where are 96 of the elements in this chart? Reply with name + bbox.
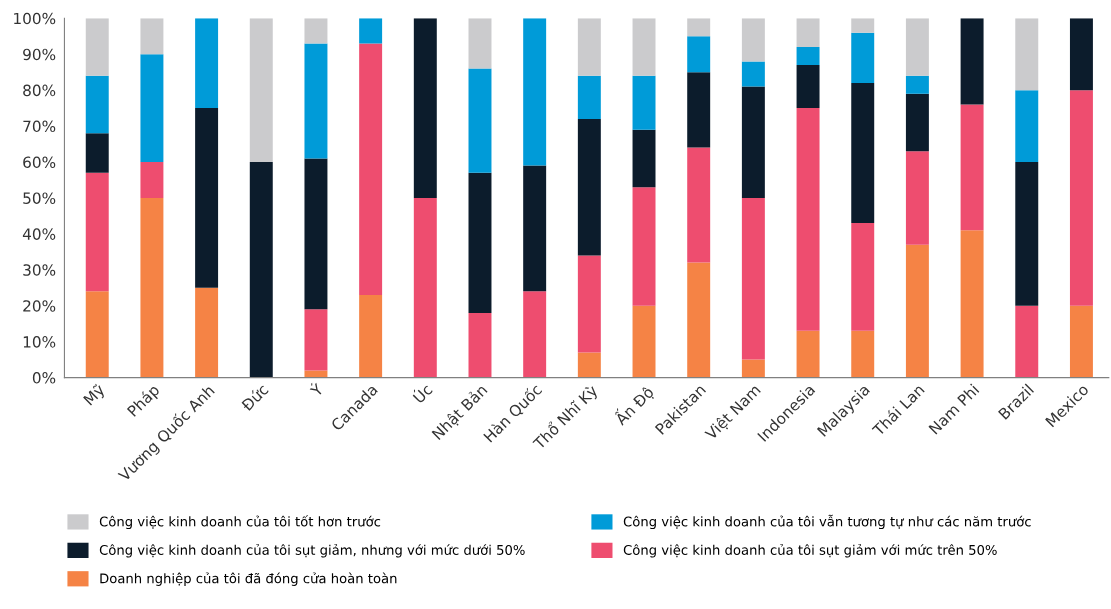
bar [905,93,929,152]
bar [687,147,711,263]
bar [796,18,820,48]
bar [468,68,492,173]
bar [1015,90,1039,162]
y-tick-label: 80% [23,84,56,97]
bar [85,133,109,173]
bar [960,230,984,378]
bar [85,172,109,292]
bar [796,330,820,378]
bar [1069,18,1093,91]
legend-label: Công việc kinh doanh của tôi vẫn tương tự như các năm trước [623,514,1031,530]
bar [741,61,765,87]
bar [468,312,492,378]
bar [632,75,656,130]
x-tick-label: Ý [307,380,325,398]
bar [140,54,164,162]
x-tick-label: Mỹ [82,382,108,408]
bar [85,18,109,76]
bar [1069,90,1093,306]
bar [413,197,437,378]
bar [687,262,711,378]
bar [304,309,328,371]
bar [796,108,820,331]
bar [796,64,820,109]
y-tick-label: 100% [14,12,56,25]
bar [140,161,164,198]
bar [741,18,765,62]
legend-label: Công việc kinh doanh của tôi sụt giảm, nhưng với mức dưới 50% [99,544,525,558]
bar [741,359,765,378]
bar [1015,18,1039,91]
bar [85,291,109,378]
bar [687,72,711,148]
bar [359,43,383,295]
bar [577,255,601,353]
bar [195,287,219,378]
y-tick-label: 50% [23,192,56,204]
bar [523,18,547,166]
bar [1015,161,1039,306]
bar [195,18,219,109]
y-tick-label: 30% [23,264,56,276]
y-tick-label: 60% [23,156,56,169]
x-tick-label: Đức [239,382,269,412]
legend-label: Công việc kinh doanh của tôi tốt hơn trước [99,515,381,530]
bar [359,18,383,44]
bar [851,18,875,33]
bar [960,18,984,105]
bar [960,104,984,231]
bar [523,165,547,292]
bar [140,197,164,378]
y-tick-label: 0% [32,372,56,384]
bar [632,187,656,306]
bar [632,129,656,188]
bar [851,330,875,378]
bar [796,47,820,65]
bar [687,18,711,37]
y-tick-label: 90% [23,48,56,61]
x-tick-label: Úc [410,381,433,404]
bar [140,18,164,55]
bar [304,158,328,310]
bar [523,291,547,378]
bar [468,18,492,69]
y-tick-label: 10% [23,336,56,348]
bar [687,36,711,73]
y-tick-label: 70% [23,120,56,133]
bar [577,75,601,119]
y-tick-label: 40% [22,228,56,240]
bar [905,18,929,76]
bar [905,151,929,245]
bar [741,197,765,360]
bar [304,43,328,159]
bar [304,18,328,44]
legend-label: Công việc kinh doanh của tôi sụt giảm với mức trên 50% [623,544,997,558]
bar [851,32,875,83]
bar [304,370,328,378]
bar [851,223,875,331]
bar [249,161,273,378]
bar [1069,305,1093,378]
bar [195,108,219,288]
bar [1015,305,1039,378]
legend-label: Doanh nghiệp của tôi đã đóng cửa hoàn toàn [100,572,397,586]
bar [577,352,601,378]
bar [249,18,273,162]
bar [577,18,601,76]
bar [741,86,765,198]
bar [468,172,492,313]
bar [359,294,383,378]
bar [632,18,656,76]
bar [85,75,109,134]
bar [851,82,875,224]
bar [905,75,929,94]
bar [413,18,437,198]
bar [577,118,601,256]
bar [632,305,656,378]
y-tick-label: 20% [23,300,56,312]
bar [905,244,929,378]
